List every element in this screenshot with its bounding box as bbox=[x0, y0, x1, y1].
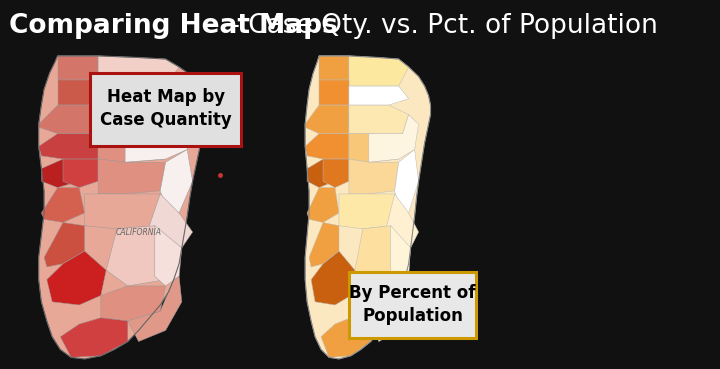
Polygon shape bbox=[319, 56, 349, 80]
Polygon shape bbox=[311, 251, 355, 305]
Polygon shape bbox=[39, 56, 209, 359]
Polygon shape bbox=[150, 194, 193, 248]
Polygon shape bbox=[309, 223, 339, 267]
Text: Similar in some areas but not
identical.: Similar in some areas but not identical. bbox=[495, 86, 720, 123]
Polygon shape bbox=[107, 226, 174, 286]
Polygon shape bbox=[387, 194, 418, 248]
Polygon shape bbox=[98, 86, 179, 105]
Polygon shape bbox=[391, 226, 410, 286]
Polygon shape bbox=[160, 149, 193, 213]
Polygon shape bbox=[58, 56, 98, 80]
Text: Comparing Heat Maps: Comparing Heat Maps bbox=[9, 13, 338, 39]
FancyBboxPatch shape bbox=[349, 272, 476, 338]
Polygon shape bbox=[305, 105, 349, 134]
Polygon shape bbox=[98, 56, 179, 86]
Text: By Percent of
Population: By Percent of Population bbox=[349, 284, 476, 325]
Polygon shape bbox=[369, 115, 418, 162]
Polygon shape bbox=[85, 194, 160, 229]
Polygon shape bbox=[349, 56, 409, 86]
Polygon shape bbox=[39, 105, 98, 134]
Polygon shape bbox=[307, 187, 339, 223]
Polygon shape bbox=[371, 276, 410, 342]
Polygon shape bbox=[128, 276, 181, 342]
Polygon shape bbox=[351, 286, 399, 321]
Polygon shape bbox=[349, 105, 409, 134]
Polygon shape bbox=[305, 134, 349, 159]
Polygon shape bbox=[58, 80, 98, 105]
FancyBboxPatch shape bbox=[90, 73, 241, 146]
Text: Testing capacity and criteria play
heavily into the numbers.: Testing capacity and criteria play heavi… bbox=[495, 181, 720, 218]
Polygon shape bbox=[323, 159, 349, 187]
Text: - Case Qty. vs. Pct. of Population: - Case Qty. vs. Pct. of Population bbox=[222, 13, 657, 39]
Text: Heat Map by
Case Quantity: Heat Map by Case Quantity bbox=[100, 89, 231, 130]
Polygon shape bbox=[321, 318, 371, 357]
Polygon shape bbox=[355, 226, 405, 286]
Polygon shape bbox=[319, 80, 349, 105]
Polygon shape bbox=[339, 194, 395, 229]
Polygon shape bbox=[42, 159, 85, 187]
Polygon shape bbox=[349, 86, 409, 105]
Text: CALIFORNIA: CALIFORNIA bbox=[116, 228, 161, 237]
Polygon shape bbox=[44, 223, 85, 267]
Polygon shape bbox=[349, 134, 402, 162]
Polygon shape bbox=[155, 226, 181, 286]
Polygon shape bbox=[98, 159, 166, 194]
Polygon shape bbox=[125, 115, 193, 162]
Polygon shape bbox=[307, 159, 339, 187]
Polygon shape bbox=[98, 105, 179, 134]
Polygon shape bbox=[60, 318, 128, 357]
Polygon shape bbox=[395, 149, 418, 213]
Polygon shape bbox=[305, 56, 431, 359]
Polygon shape bbox=[101, 286, 166, 321]
Polygon shape bbox=[98, 134, 171, 162]
Polygon shape bbox=[63, 159, 98, 187]
Polygon shape bbox=[42, 187, 85, 223]
Polygon shape bbox=[349, 159, 399, 194]
Polygon shape bbox=[47, 251, 107, 305]
Text: NEVADA: NEVADA bbox=[204, 123, 235, 132]
Polygon shape bbox=[39, 134, 98, 159]
